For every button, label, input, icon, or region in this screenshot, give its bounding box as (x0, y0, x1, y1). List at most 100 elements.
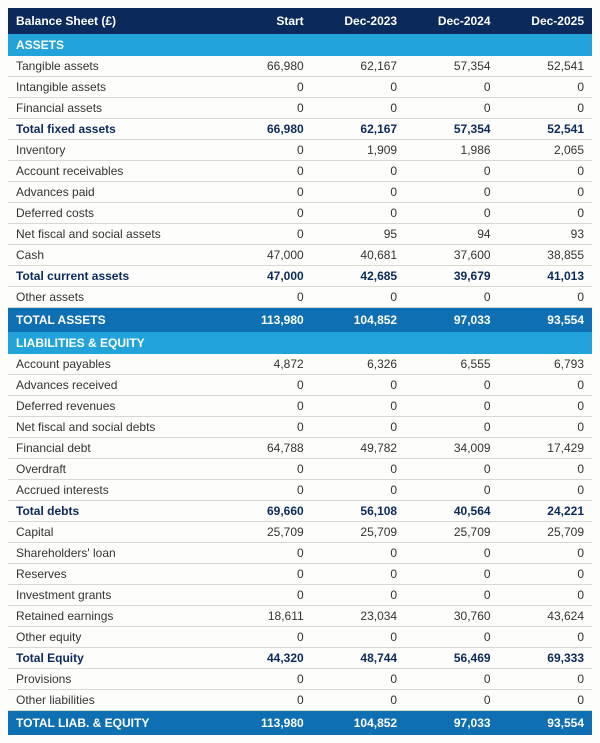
cell-value: 0 (218, 287, 311, 308)
cell-value: 0 (405, 669, 498, 690)
cell-value: 1,909 (312, 140, 405, 161)
table-row: Shareholders' loan0000 (8, 543, 592, 564)
cell-value: 0 (405, 161, 498, 182)
cell-value: 0 (312, 627, 405, 648)
table-row: Total fixed assets66,98062,16757,35452,5… (8, 119, 592, 140)
cell-value: 0 (218, 690, 311, 711)
row-label: Account payables (8, 354, 218, 375)
cell-value: 0 (499, 459, 592, 480)
cell-value: 64,788 (218, 438, 311, 459)
cell-value: 62,167 (312, 119, 405, 140)
row-label: TOTAL ASSETS (8, 308, 218, 333)
table-row: Other equity0000 (8, 627, 592, 648)
cell-value: 0 (499, 690, 592, 711)
cell-value: 0 (405, 375, 498, 396)
table-row: Total Equity44,32048,74456,46969,333 (8, 648, 592, 669)
cell-value: 52,541 (499, 119, 592, 140)
cell-value: 0 (218, 203, 311, 224)
table-row: LIABILITIES & EQUITY (8, 332, 592, 354)
row-label: TOTAL LIAB. & EQUITY (8, 711, 218, 736)
cell-value: 0 (499, 564, 592, 585)
row-label: Inventory (8, 140, 218, 161)
row-label: Deferred costs (8, 203, 218, 224)
cell-value: 0 (405, 77, 498, 98)
cell-value: 38,855 (499, 245, 592, 266)
cell-value: 52,541 (499, 56, 592, 77)
cell-value: 30,760 (405, 606, 498, 627)
cell-value: 0 (405, 287, 498, 308)
row-label: Intangible assets (8, 77, 218, 98)
cell-value: 0 (312, 669, 405, 690)
cell-value: 40,564 (405, 501, 498, 522)
cell-value: 25,709 (499, 522, 592, 543)
cell-value: 0 (405, 690, 498, 711)
table-row: Retained earnings18,61123,03430,76043,62… (8, 606, 592, 627)
table-row: Reserves0000 (8, 564, 592, 585)
cell-value: 0 (312, 375, 405, 396)
table-row: Inventory01,9091,9862,065 (8, 140, 592, 161)
cell-value: 0 (218, 459, 311, 480)
cell-value: 25,709 (312, 522, 405, 543)
cell-value: 0 (499, 417, 592, 438)
cell-value: 6,326 (312, 354, 405, 375)
table-row: Advances received0000 (8, 375, 592, 396)
cell-value: 24,221 (499, 501, 592, 522)
cell-value: 0 (499, 669, 592, 690)
cell-value: 0 (312, 182, 405, 203)
cell-value: 62,167 (312, 56, 405, 77)
cell-value: 0 (312, 543, 405, 564)
col-header: Dec-2025 (499, 8, 592, 34)
cell-value: 0 (405, 627, 498, 648)
table-row: Investment grants0000 (8, 585, 592, 606)
cell-value: 0 (218, 669, 311, 690)
cell-value: 34,009 (405, 438, 498, 459)
cell-value: 0 (499, 480, 592, 501)
cell-value: 0 (499, 203, 592, 224)
row-label: Accrued interests (8, 480, 218, 501)
row-label: Reserves (8, 564, 218, 585)
cell-value: 94 (405, 224, 498, 245)
table-row: Accrued interests0000 (8, 480, 592, 501)
table-row: Tangible assets66,98062,16757,35452,541 (8, 56, 592, 77)
row-label: Tangible assets (8, 56, 218, 77)
row-label: Total fixed assets (8, 119, 218, 140)
cell-value: 0 (405, 459, 498, 480)
row-label: Deferred revenues (8, 396, 218, 417)
row-label: Capital (8, 522, 218, 543)
cell-value: 0 (499, 287, 592, 308)
row-label: Shareholders' loan (8, 543, 218, 564)
cell-value: 0 (218, 564, 311, 585)
cell-value: 0 (218, 224, 311, 245)
cell-value: 0 (312, 690, 405, 711)
cell-value: 66,980 (218, 56, 311, 77)
cell-value: 44,320 (218, 648, 311, 669)
cell-value: 93 (499, 224, 592, 245)
cell-value: 69,333 (499, 648, 592, 669)
cell-value: 93,554 (499, 308, 592, 333)
table-row: Account payables4,8726,3266,5556,793 (8, 354, 592, 375)
table-row: ASSETS (8, 34, 592, 56)
row-label: Investment grants (8, 585, 218, 606)
cell-value: 93,554 (499, 711, 592, 736)
cell-value: 57,354 (405, 56, 498, 77)
table-row: Total current assets47,00042,68539,67941… (8, 266, 592, 287)
row-label: Total current assets (8, 266, 218, 287)
cell-value: 0 (218, 98, 311, 119)
cell-value: 0 (499, 98, 592, 119)
table-row: Other assets0000 (8, 287, 592, 308)
table-row: Financial assets0000 (8, 98, 592, 119)
cell-value: 6,793 (499, 354, 592, 375)
cell-value: 48,744 (312, 648, 405, 669)
cell-value: 0 (499, 627, 592, 648)
cell-value: 0 (218, 543, 311, 564)
row-label: Net fiscal and social assets (8, 224, 218, 245)
cell-value: 37,600 (405, 245, 498, 266)
cell-value: 0 (312, 459, 405, 480)
cell-value: 0 (312, 77, 405, 98)
row-label: Overdraft (8, 459, 218, 480)
cell-value: 0 (405, 585, 498, 606)
cell-value: 0 (499, 77, 592, 98)
cell-value: 97,033 (405, 308, 498, 333)
cell-value: 0 (499, 161, 592, 182)
cell-value: 0 (405, 543, 498, 564)
